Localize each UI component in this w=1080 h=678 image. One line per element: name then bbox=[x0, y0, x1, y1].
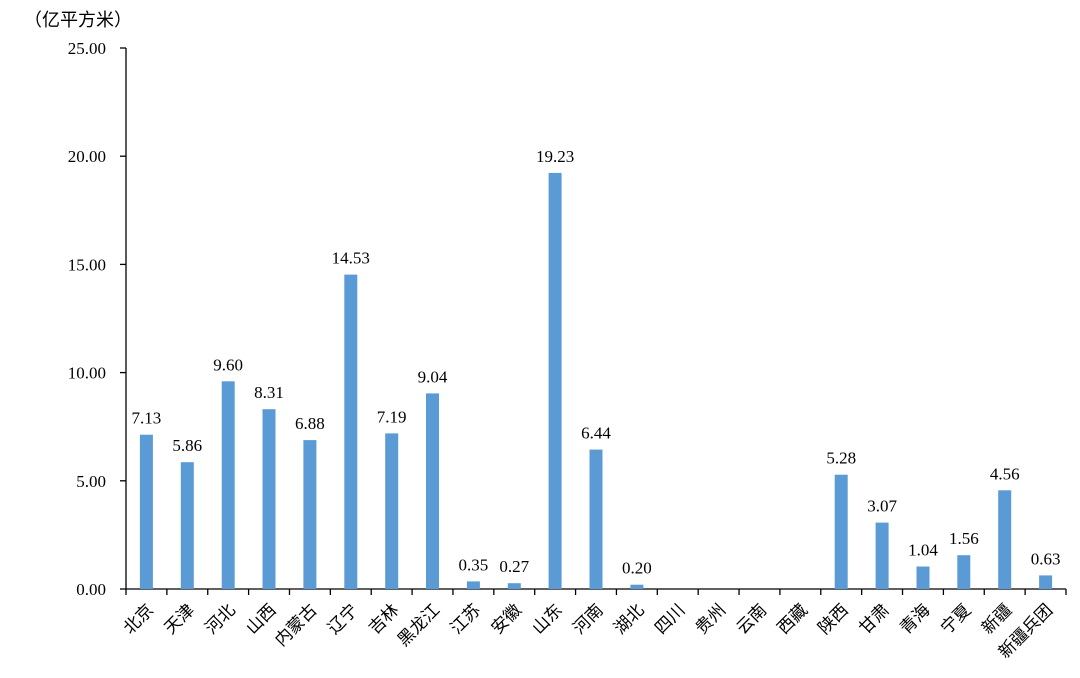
x-tick-label: 河南 bbox=[569, 600, 607, 638]
bar bbox=[998, 490, 1012, 589]
bar bbox=[180, 462, 194, 589]
x-tick-label: 内蒙古 bbox=[271, 600, 321, 650]
x-tick-label: 天津 bbox=[161, 600, 199, 638]
bar bbox=[1039, 575, 1053, 589]
data-label: 4.56 bbox=[990, 464, 1020, 483]
bar bbox=[262, 409, 276, 589]
data-label: 8.31 bbox=[254, 383, 284, 402]
x-tick-label: 江苏 bbox=[447, 600, 485, 638]
bar bbox=[630, 584, 644, 589]
y-tick-label: 25.00 bbox=[68, 39, 106, 58]
x-tick-label: 四川 bbox=[651, 600, 689, 638]
data-label: 1.04 bbox=[908, 541, 938, 560]
x-tick-label: 湖北 bbox=[610, 600, 648, 638]
bar bbox=[875, 522, 889, 589]
data-label: 1.56 bbox=[949, 529, 979, 548]
x-tick-label: 西藏 bbox=[774, 600, 812, 638]
data-label: 9.04 bbox=[418, 367, 448, 386]
y-tick-label: 0.00 bbox=[76, 580, 106, 599]
bar bbox=[303, 440, 317, 589]
data-label: 9.60 bbox=[213, 355, 243, 374]
x-tick-label: 北京 bbox=[120, 600, 158, 638]
bar bbox=[139, 434, 153, 589]
data-label: 7.13 bbox=[132, 409, 162, 428]
bar bbox=[221, 381, 235, 589]
bar bbox=[548, 172, 562, 589]
bars bbox=[139, 172, 1053, 589]
data-label: 5.28 bbox=[826, 449, 856, 468]
y-tick-label: 5.00 bbox=[76, 472, 106, 491]
bar bbox=[916, 566, 930, 589]
data-label: 14.53 bbox=[332, 249, 370, 268]
x-tick-label: 甘肃 bbox=[855, 600, 893, 638]
bar bbox=[426, 393, 439, 589]
x-tick-label: 安徽 bbox=[488, 600, 526, 638]
data-labels: 7.13 5.86 9.60 8.31 6.88 14.53 7.19 9.04 0.35 0.2… bbox=[132, 147, 1061, 578]
bar bbox=[957, 555, 971, 589]
x-tick-label: 云南 bbox=[733, 600, 771, 638]
data-label: 0.63 bbox=[1031, 549, 1061, 568]
x-tick-label: 河北 bbox=[202, 600, 240, 638]
y-tick-label: 20.00 bbox=[68, 147, 106, 166]
bar bbox=[589, 449, 603, 589]
bar bbox=[385, 433, 399, 589]
x-tick-label: 黑龙江 bbox=[394, 600, 444, 650]
bar bbox=[466, 581, 480, 589]
y-tick-labels: 0.00 5.00 10.00 15.00 20.00 25.00 bbox=[68, 39, 106, 599]
data-label: 3.07 bbox=[867, 497, 897, 516]
bar bbox=[344, 274, 358, 589]
data-label: 7.19 bbox=[377, 407, 407, 426]
bar bbox=[507, 583, 521, 589]
x-tick-label: 贵州 bbox=[692, 600, 730, 638]
x-tick-label: 宁夏 bbox=[937, 600, 975, 638]
x-tick-label: 山东 bbox=[528, 600, 566, 638]
data-label: 0.35 bbox=[459, 555, 489, 574]
data-label: 6.88 bbox=[295, 414, 325, 433]
data-label: 0.27 bbox=[499, 557, 529, 576]
x-tick-label: 青海 bbox=[896, 600, 934, 638]
data-label: 19.23 bbox=[536, 147, 574, 166]
bar bbox=[834, 474, 848, 589]
data-label: 0.20 bbox=[622, 559, 652, 578]
data-label: 6.44 bbox=[581, 424, 611, 443]
x-tick-label: 陕西 bbox=[815, 600, 853, 638]
y-tick-label: 10.00 bbox=[68, 364, 106, 383]
x-tick-label: 辽宁 bbox=[324, 600, 362, 638]
y-tick-label: 15.00 bbox=[68, 255, 106, 274]
data-label: 5.86 bbox=[172, 436, 202, 455]
y-axis-unit-label: （亿平方米） bbox=[24, 10, 132, 31]
